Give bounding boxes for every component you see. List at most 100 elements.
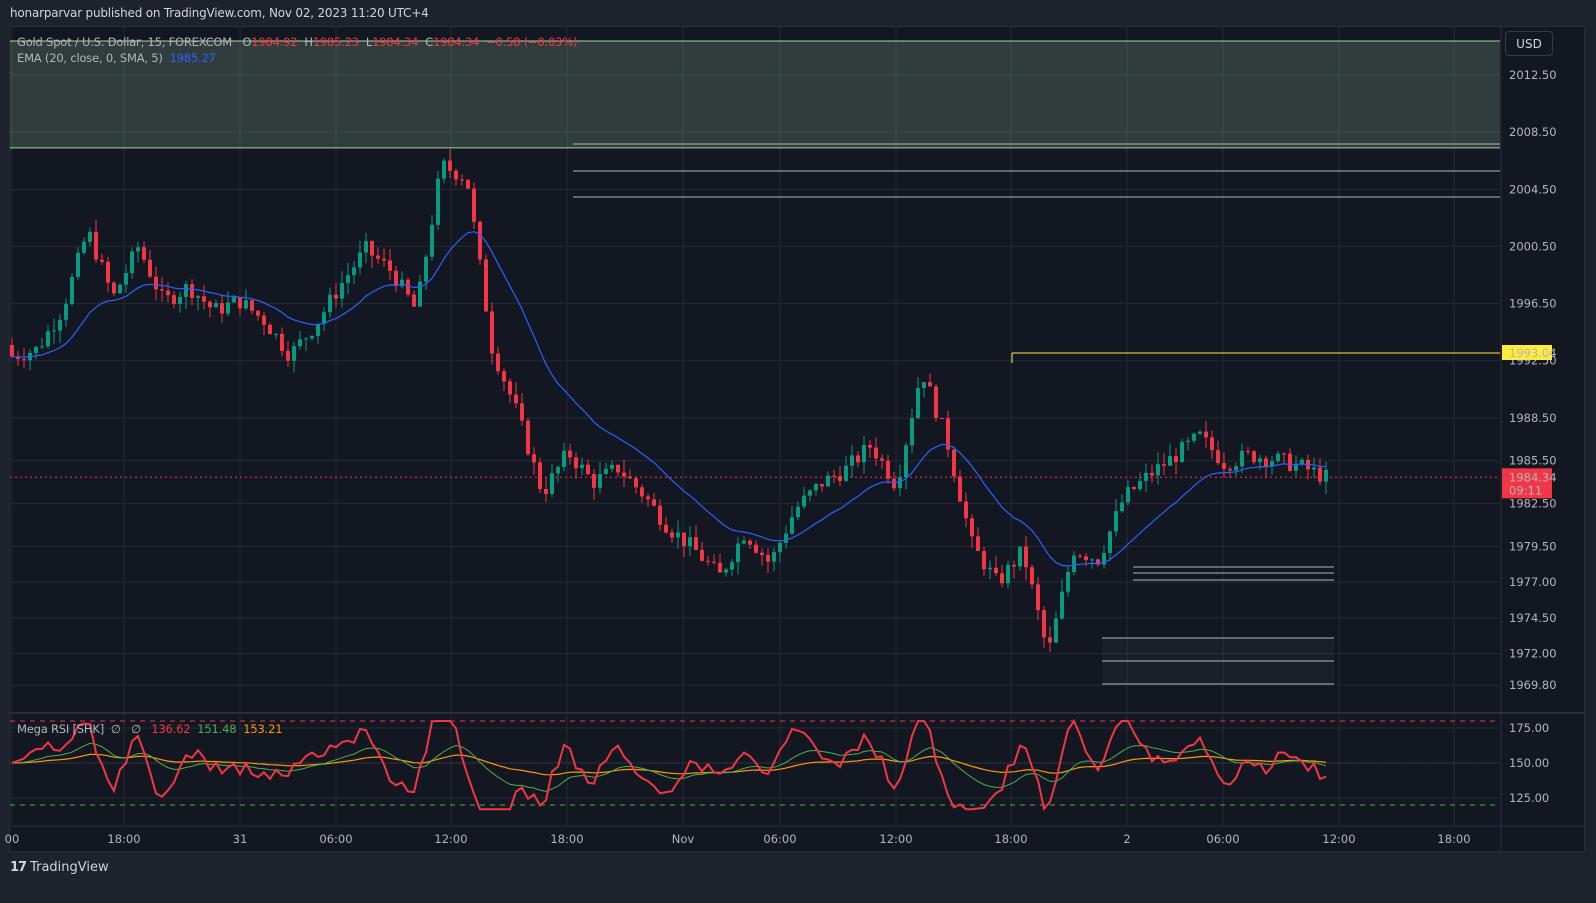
candle-body[interactable]	[130, 251, 134, 274]
candle-body[interactable]	[64, 303, 68, 320]
candle-body[interactable]	[1198, 431, 1202, 434]
candle-body[interactable]	[202, 296, 206, 302]
candle-body[interactable]	[616, 464, 620, 473]
candle-body[interactable]	[904, 445, 908, 478]
candle-body[interactable]	[802, 495, 806, 507]
candle-body[interactable]	[352, 267, 356, 276]
candle-body[interactable]	[94, 231, 98, 260]
candle-body[interactable]	[418, 281, 422, 307]
candle-body[interactable]	[1270, 461, 1274, 467]
candle-body[interactable]	[274, 333, 278, 335]
candle-body[interactable]	[1048, 637, 1052, 643]
candle-body[interactable]	[280, 333, 284, 351]
candle-body[interactable]	[1096, 559, 1100, 565]
candle-body[interactable]	[892, 478, 896, 489]
candle-body[interactable]	[964, 501, 968, 519]
candle-body[interactable]	[1264, 458, 1268, 467]
candle-body[interactable]	[1156, 464, 1160, 476]
candle-body[interactable]	[82, 241, 86, 253]
candle-body[interactable]	[688, 537, 692, 547]
candle-body[interactable]	[724, 569, 728, 573]
candle-body[interactable]	[148, 259, 152, 277]
candle-body[interactable]	[544, 489, 548, 494]
candle-body[interactable]	[124, 273, 128, 285]
candle-body[interactable]	[622, 472, 626, 477]
candle-body[interactable]	[460, 179, 464, 181]
candle-body[interactable]	[820, 483, 824, 487]
candle-body[interactable]	[586, 464, 590, 475]
candle-body[interactable]	[796, 506, 800, 518]
candle-body[interactable]	[592, 474, 596, 488]
candle-body[interactable]	[928, 382, 932, 387]
candle-body[interactable]	[52, 330, 56, 332]
candle-body[interactable]	[934, 386, 938, 418]
candle-body[interactable]	[1210, 437, 1214, 451]
candle-body[interactable]	[1066, 572, 1070, 592]
candle-body[interactable]	[466, 179, 470, 189]
candle-body[interactable]	[634, 478, 638, 488]
candle-body[interactable]	[40, 346, 44, 348]
candle-body[interactable]	[532, 454, 536, 463]
candle-body[interactable]	[196, 296, 200, 298]
candle-body[interactable]	[514, 394, 518, 404]
candle-body[interactable]	[922, 382, 926, 388]
candle-body[interactable]	[484, 259, 488, 312]
candle-body[interactable]	[370, 241, 374, 256]
candle-body[interactable]	[118, 284, 122, 294]
candle-body[interactable]	[394, 270, 398, 287]
candle-body[interactable]	[1282, 453, 1286, 455]
candle-body[interactable]	[358, 252, 362, 268]
candle-body[interactable]	[268, 324, 272, 335]
candle-body[interactable]	[142, 247, 146, 260]
candle-body[interactable]	[1168, 456, 1172, 466]
candle-body[interactable]	[1174, 456, 1178, 463]
candle-body[interactable]	[112, 282, 116, 294]
candle-body[interactable]	[478, 221, 482, 260]
candle-body[interactable]	[952, 449, 956, 477]
candle-body[interactable]	[166, 290, 170, 296]
candle-body[interactable]	[646, 496, 650, 500]
candle-body[interactable]	[676, 532, 680, 538]
candle-body[interactable]	[604, 468, 608, 474]
candle-body[interactable]	[526, 420, 530, 455]
candle-body[interactable]	[304, 338, 308, 340]
candle-body[interactable]	[430, 224, 434, 257]
last-price-label[interactable]	[1502, 468, 1552, 499]
candle-body[interactable]	[1072, 555, 1076, 573]
candle-body[interactable]	[736, 543, 740, 563]
currency-button[interactable]: USD	[1505, 31, 1553, 56]
candle-body[interactable]	[562, 450, 566, 467]
candle-body[interactable]	[766, 555, 770, 562]
rsi-legend[interactable]: Mega RSI [SHK] ∅ ∅ 136.62 151.48 153.21	[17, 722, 283, 736]
candle-body[interactable]	[880, 458, 884, 461]
candle-body[interactable]	[364, 241, 368, 253]
candle-body[interactable]	[1234, 466, 1238, 471]
candle-body[interactable]	[160, 289, 164, 291]
candle-body[interactable]	[250, 300, 254, 311]
candle-body[interactable]	[1024, 546, 1028, 568]
candle-body[interactable]	[682, 532, 686, 547]
supply-zone-rect[interactable]	[10, 41, 1500, 148]
candle-body[interactable]	[976, 536, 980, 551]
candle-body[interactable]	[862, 444, 866, 463]
candle-body[interactable]	[1054, 618, 1058, 643]
candle-body[interactable]	[700, 549, 704, 561]
candle-body[interactable]	[1030, 567, 1034, 585]
candle-body[interactable]	[748, 540, 752, 545]
candle-body[interactable]	[610, 464, 614, 469]
candle-body[interactable]	[490, 311, 494, 354]
candle-body[interactable]	[190, 284, 194, 298]
candle-body[interactable]	[886, 460, 890, 479]
candle-body[interactable]	[214, 303, 218, 308]
candle-body[interactable]	[640, 487, 644, 497]
candle-body[interactable]	[778, 542, 782, 553]
candle-body[interactable]	[286, 350, 290, 361]
candle-body[interactable]	[1084, 556, 1088, 561]
candle-body[interactable]	[238, 297, 242, 309]
candle-body[interactable]	[106, 261, 110, 283]
candle-body[interactable]	[520, 403, 524, 421]
candle-body[interactable]	[424, 256, 428, 282]
candle-body[interactable]	[382, 258, 386, 261]
candle-body[interactable]	[1102, 553, 1106, 565]
rsi-slow-ma-line[interactable]	[11, 753, 1327, 776]
